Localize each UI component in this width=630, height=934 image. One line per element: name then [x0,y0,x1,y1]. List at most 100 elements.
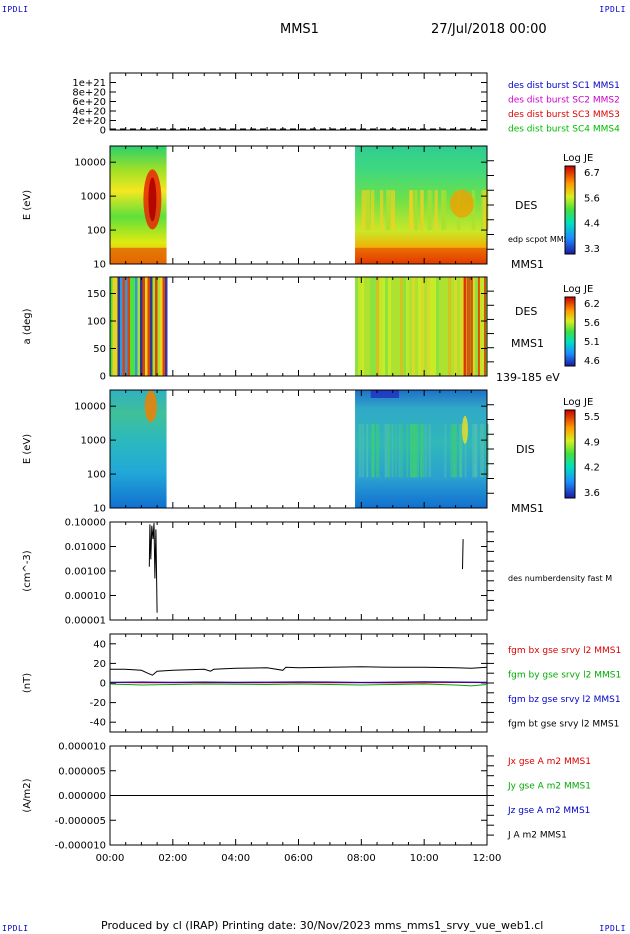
panel4-intensity-stripe [474,423,478,478]
panel3-pitch-stripe [475,277,479,376]
panel2-y-axis-label: E (eV) [22,190,33,220]
corner-label-bottom-left: IPDLI [2,924,29,933]
panel1-legend-entry: des dist burst SC3 MMS3 [508,110,620,120]
panel3-pitch-stripe [112,277,115,376]
panel3-colorbar-tick-label: 6.2 [584,299,600,310]
panel4-intensity-stripe [391,423,394,478]
panel7-legend-entry: Jx gse A m2 MMS1 [507,757,591,767]
panel4-intensity-stripe [395,423,397,478]
panel3-pitch-stripe [155,277,158,376]
panel2-colorbar-tick-label: 3.3 [584,244,600,255]
panel4-intensity-stripe [450,423,454,478]
panel4-intensity-stripe [371,423,375,478]
panel3-pitch-stripe [135,277,138,376]
panel4-intensity-stripe [459,423,463,478]
panel7-y-tick-label: 0.000000 [58,791,106,802]
panel7-legend-entry: Jz gse A m2 MMS1 [507,806,590,816]
panel3-pitch-stripe [140,277,143,376]
panel7-y-tick-label: -0.000005 [55,816,106,827]
panel3-pitch-stripe [150,277,153,376]
panel3-y-axis-label: a (deg) [22,308,33,344]
panel3-pitch-stripe [361,277,365,376]
corner-label-bottom-right: IPDLI [599,924,626,933]
panel6-legend-entry: fgm bt gse srvy l2 MMS1 [508,720,619,730]
panel3-pitch-stripe [477,277,480,376]
panel3-pitch-stripe [147,277,150,376]
panel7-legend-entry: Jy gse A m2 MMS1 [507,782,591,792]
panel3-pitch-stripe [157,277,160,376]
panel2-colorbar-tick-label: 6.7 [584,168,600,179]
panel3-instrument-label: DES [515,305,537,318]
panel4-intensity-stripe [424,423,427,478]
panel4-intensity-feature [370,390,400,398]
panel4-intensity-stripe [400,423,403,478]
panel4-colorbar [564,409,576,499]
panel4-spectrogram-block [110,390,167,508]
corner-label-top-right: IPDLI [599,5,626,14]
panel2-intensity-stripe [428,190,433,231]
panel2-y-tick-label: 1000 [81,192,106,203]
panel3-pitch-stripe [472,277,476,376]
panel3-pitch-stripe [373,277,377,376]
panel4-colorbar-tick-label: 4.9 [584,437,600,448]
panel2-line-label: edp scpot MMS1 [508,235,574,244]
panel4-intensity-stripe [464,423,467,478]
time-axis-tick-label: 10:00 [410,853,439,864]
panel3-pitch-stripe [152,277,155,376]
panel1-legend-entry: des dist burst SC2 MMS2 [508,96,620,106]
panel2-intensity-feature [148,177,157,222]
panel3-pitch-stripe [415,277,419,376]
panel1-y-tick-label: 6e+20 [72,97,106,108]
panel3-pitch-stripe [145,277,148,376]
panel3-pitch-stripe [468,277,471,376]
panel5-y-tick-label: 0.01000 [65,542,106,553]
panel6-legend-entry: fgm by gse srvy l2 MMS1 [508,671,621,681]
panel2-y-tick-label: 10 [93,260,106,271]
time-axis-tick-label: 00:00 [96,853,125,864]
panel3-pitch-stripe [448,277,452,376]
panel4-y-tick-label: 100 [87,470,106,481]
panel4-colorbar-tick-label: 4.2 [584,463,600,474]
panel4-intensity-stripe [358,423,362,478]
panel4-intensity-stripe [406,423,409,478]
panel4-intensity-stripe [479,423,483,478]
panel3-pitch-stripe [424,277,428,376]
panel2-intensity-stripe [441,190,444,231]
panel3-colorbar-tick-label: 4.6 [584,356,600,367]
footer-text: Produced by cl (IRAP) Printing date: 30/… [101,919,544,932]
panel3-pitch-stripe [115,277,118,376]
panel5-y-tick-label: 0.00001 [65,616,106,627]
panel6-y-tick-label: 20 [93,659,106,670]
panel1-frame [109,72,488,131]
panel3-pitch-stripe [412,277,416,376]
panel6-series-line [110,666,488,676]
panel4-intensity-feature [462,415,469,444]
panel3-energy-range-label: 139-185 eV [496,371,560,384]
panel2-intensity-stripe [380,190,384,231]
panel5-density-trace [462,539,464,570]
panel6-legend-entry: fgm bz gse srvy l2 MMS1 [508,695,621,705]
panel5-density-trace [148,523,158,613]
panel3-pitch-stripe [484,277,487,376]
panel5-y-tick-label: 0.00100 [65,567,106,578]
panel1-y-tick-label: 4e+20 [72,107,106,118]
panel3-pitch-stripe [388,277,392,376]
panel4-colorbar-title: Log JE [563,397,593,408]
panel4-intensity-stripe [376,423,380,478]
panel7-y-tick-label: 0.000005 [58,766,106,777]
panel2-spacecraft-label: MMS1 [511,258,544,271]
panel4-intensity-stripe [385,423,389,478]
panel4-intensity-stripe [452,423,456,478]
panel2-colorbar-tick-label: 5.6 [584,193,600,204]
panel4-intensity-stripe [413,423,417,478]
panel7-legend-entry: J A m2 MMS1 [507,831,567,841]
panel3-pitch-stripe [127,277,130,376]
panel3-pitch-stripe [142,277,145,376]
time-axis-tick-label: 02:00 [158,853,187,864]
panel3-y-tick-label: 0 [100,372,106,383]
panel2-intensity-stripe [414,190,418,231]
panel3-pitch-stripe [160,277,163,376]
panel3-pitch-stripe [117,277,120,376]
panel3-y-tick-label: 150 [87,289,106,300]
